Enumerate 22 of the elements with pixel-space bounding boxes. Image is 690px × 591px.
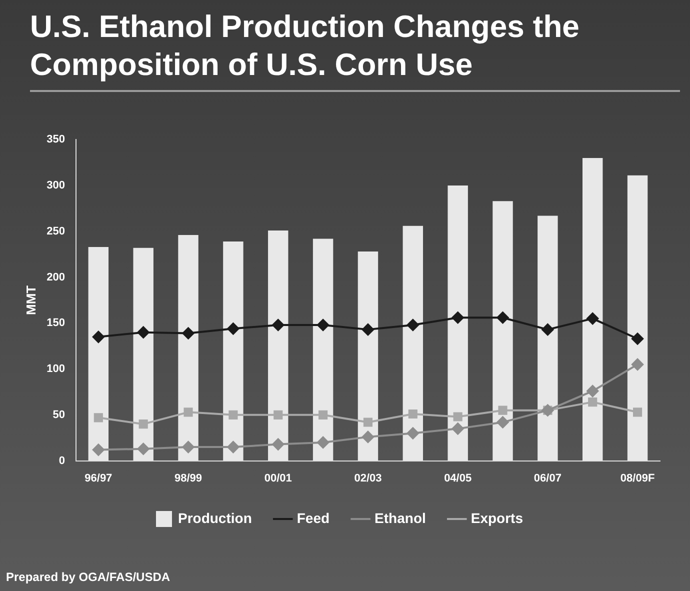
legend-label: Exports: [470, 510, 524, 526]
x-tick-label: 00/01: [264, 472, 292, 484]
x-tick-label: 96/97: [84, 472, 112, 484]
chart-title: U.S. Ethanol Production Changes the Composition of U.S. Corn Use: [30, 8, 680, 92]
y-tick-label: 200: [46, 271, 65, 284]
x-tick-label: 04/05: [444, 472, 472, 484]
x-tick-label: 06/07: [534, 472, 562, 484]
legend-label: Ethanol: [374, 510, 426, 526]
y-tick-label: 250: [46, 225, 65, 238]
x-tick-label: 98/99: [174, 472, 202, 484]
y-tick-label: 50: [52, 408, 65, 421]
y-tick-label: 300: [46, 180, 65, 192]
y-axis-title: MMT: [23, 285, 38, 316]
legend-label: Feed: [296, 510, 330, 526]
text: Prepared by OGA/FAS/USDA: [6, 570, 170, 584]
legend-label: Production: [178, 510, 252, 526]
y-tick-label: 0: [58, 454, 65, 467]
y-tick-label: 350: [46, 134, 65, 146]
y-tick-label: 100: [46, 363, 65, 376]
y-tick-label: 150: [46, 317, 65, 330]
x-tick-label: 08/09F: [620, 472, 655, 484]
x-tick-label: 02/03: [354, 472, 382, 484]
